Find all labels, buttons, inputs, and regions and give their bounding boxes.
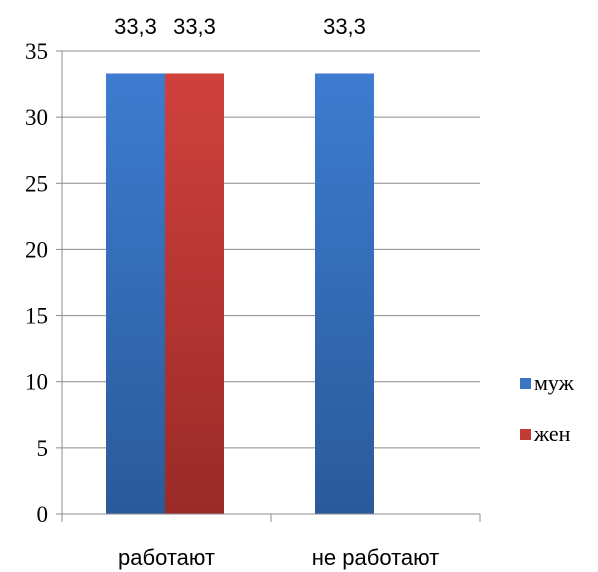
y-tick-label: 30 (25, 105, 48, 130)
data-label: 33,3 (173, 14, 216, 39)
bars (106, 73, 374, 514)
x-category-label: работают (118, 545, 215, 570)
legend: муж жен (520, 370, 575, 446)
y-tick-label: 15 (25, 304, 48, 329)
y-tick-label: 35 (25, 39, 48, 64)
data-label: 33,3 (114, 14, 157, 39)
y-tick-label: 25 (25, 171, 48, 196)
legend-label-male: муж (534, 370, 575, 395)
x-category-label: не работают (312, 545, 439, 570)
legend-label-female: жен (533, 421, 571, 446)
bar-male-1 (315, 73, 374, 514)
legend-swatch-female (520, 429, 531, 440)
y-tick-label: 10 (25, 370, 48, 395)
y-tick-label: 20 (25, 237, 48, 262)
y-tick-label: 0 (37, 502, 49, 527)
x-axis: работают не работают (61, 513, 481, 570)
y-tick-label: 5 (37, 436, 49, 461)
bar-male-0 (106, 73, 165, 514)
legend-swatch-male (520, 378, 531, 389)
data-label: 33,3 (323, 14, 366, 39)
bar-female-0 (165, 73, 224, 514)
data-labels: 33,3 33,3 33,3 (114, 14, 366, 39)
y-axis: 0 5 10 15 20 25 30 35 (25, 39, 63, 527)
